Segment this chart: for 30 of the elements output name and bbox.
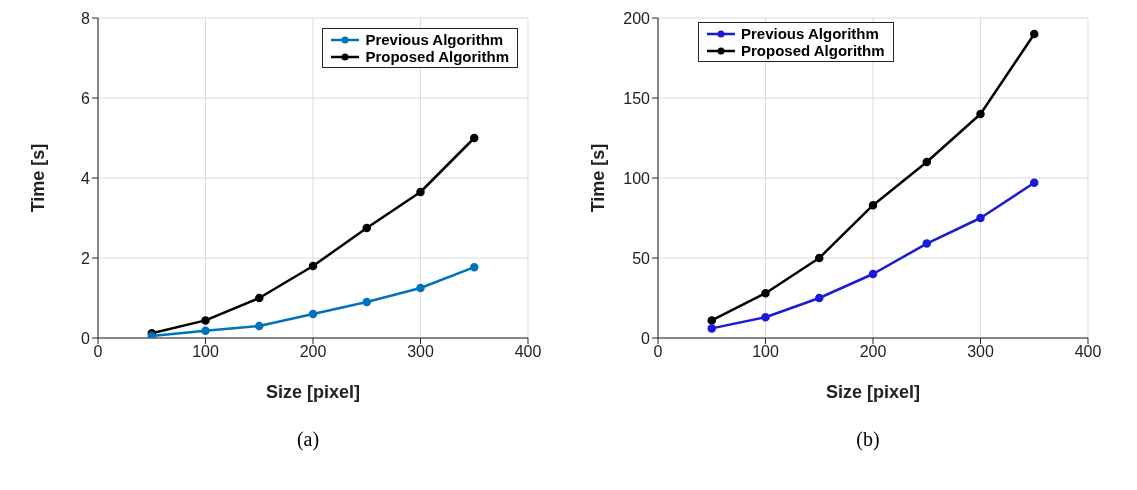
x-tick-label: 300 — [967, 343, 994, 361]
y-axis-title: Time [s] — [588, 143, 609, 213]
y-tick-label: 150 — [623, 89, 651, 107]
x-tick-label: 400 — [1074, 343, 1102, 361]
y-tick-label: 50 — [632, 249, 651, 267]
legend-label: Previous Algorithm — [741, 25, 879, 42]
text: (b) — [855, 428, 881, 451]
legend-label: Proposed Algorithm — [365, 48, 509, 65]
x-tick-label: 300 — [407, 343, 434, 361]
legend-label: Proposed Algorithm — [741, 42, 885, 59]
legend-label: Previous Algorithm — [365, 31, 504, 48]
x-tick-label: 400 — [514, 343, 542, 361]
x-axis-title: Size [pixel] — [825, 382, 921, 402]
y-tick-label: 0 — [81, 329, 91, 347]
x-tick-label: 0 — [653, 343, 663, 361]
y-tick-label: 6 — [81, 89, 91, 107]
y-tick-label: 200 — [623, 9, 651, 27]
y-tick-label: 100 — [623, 169, 651, 187]
x-tick-label: 100 — [192, 343, 219, 361]
y-tick-label: 4 — [81, 169, 91, 187]
x-tick-label: 200 — [859, 343, 887, 361]
y-tick-label: 8 — [81, 9, 91, 27]
y-axis-title: Time [s] — [28, 143, 49, 213]
x-tick-label: 0 — [93, 343, 103, 361]
y-tick-label: 2 — [81, 249, 91, 267]
x-axis-title: Size [pixel] — [265, 382, 361, 402]
text: (a) — [295, 428, 321, 451]
x-tick-label: 100 — [752, 343, 779, 361]
x-tick-label: 200 — [299, 343, 327, 361]
y-tick-label: 0 — [641, 329, 651, 347]
